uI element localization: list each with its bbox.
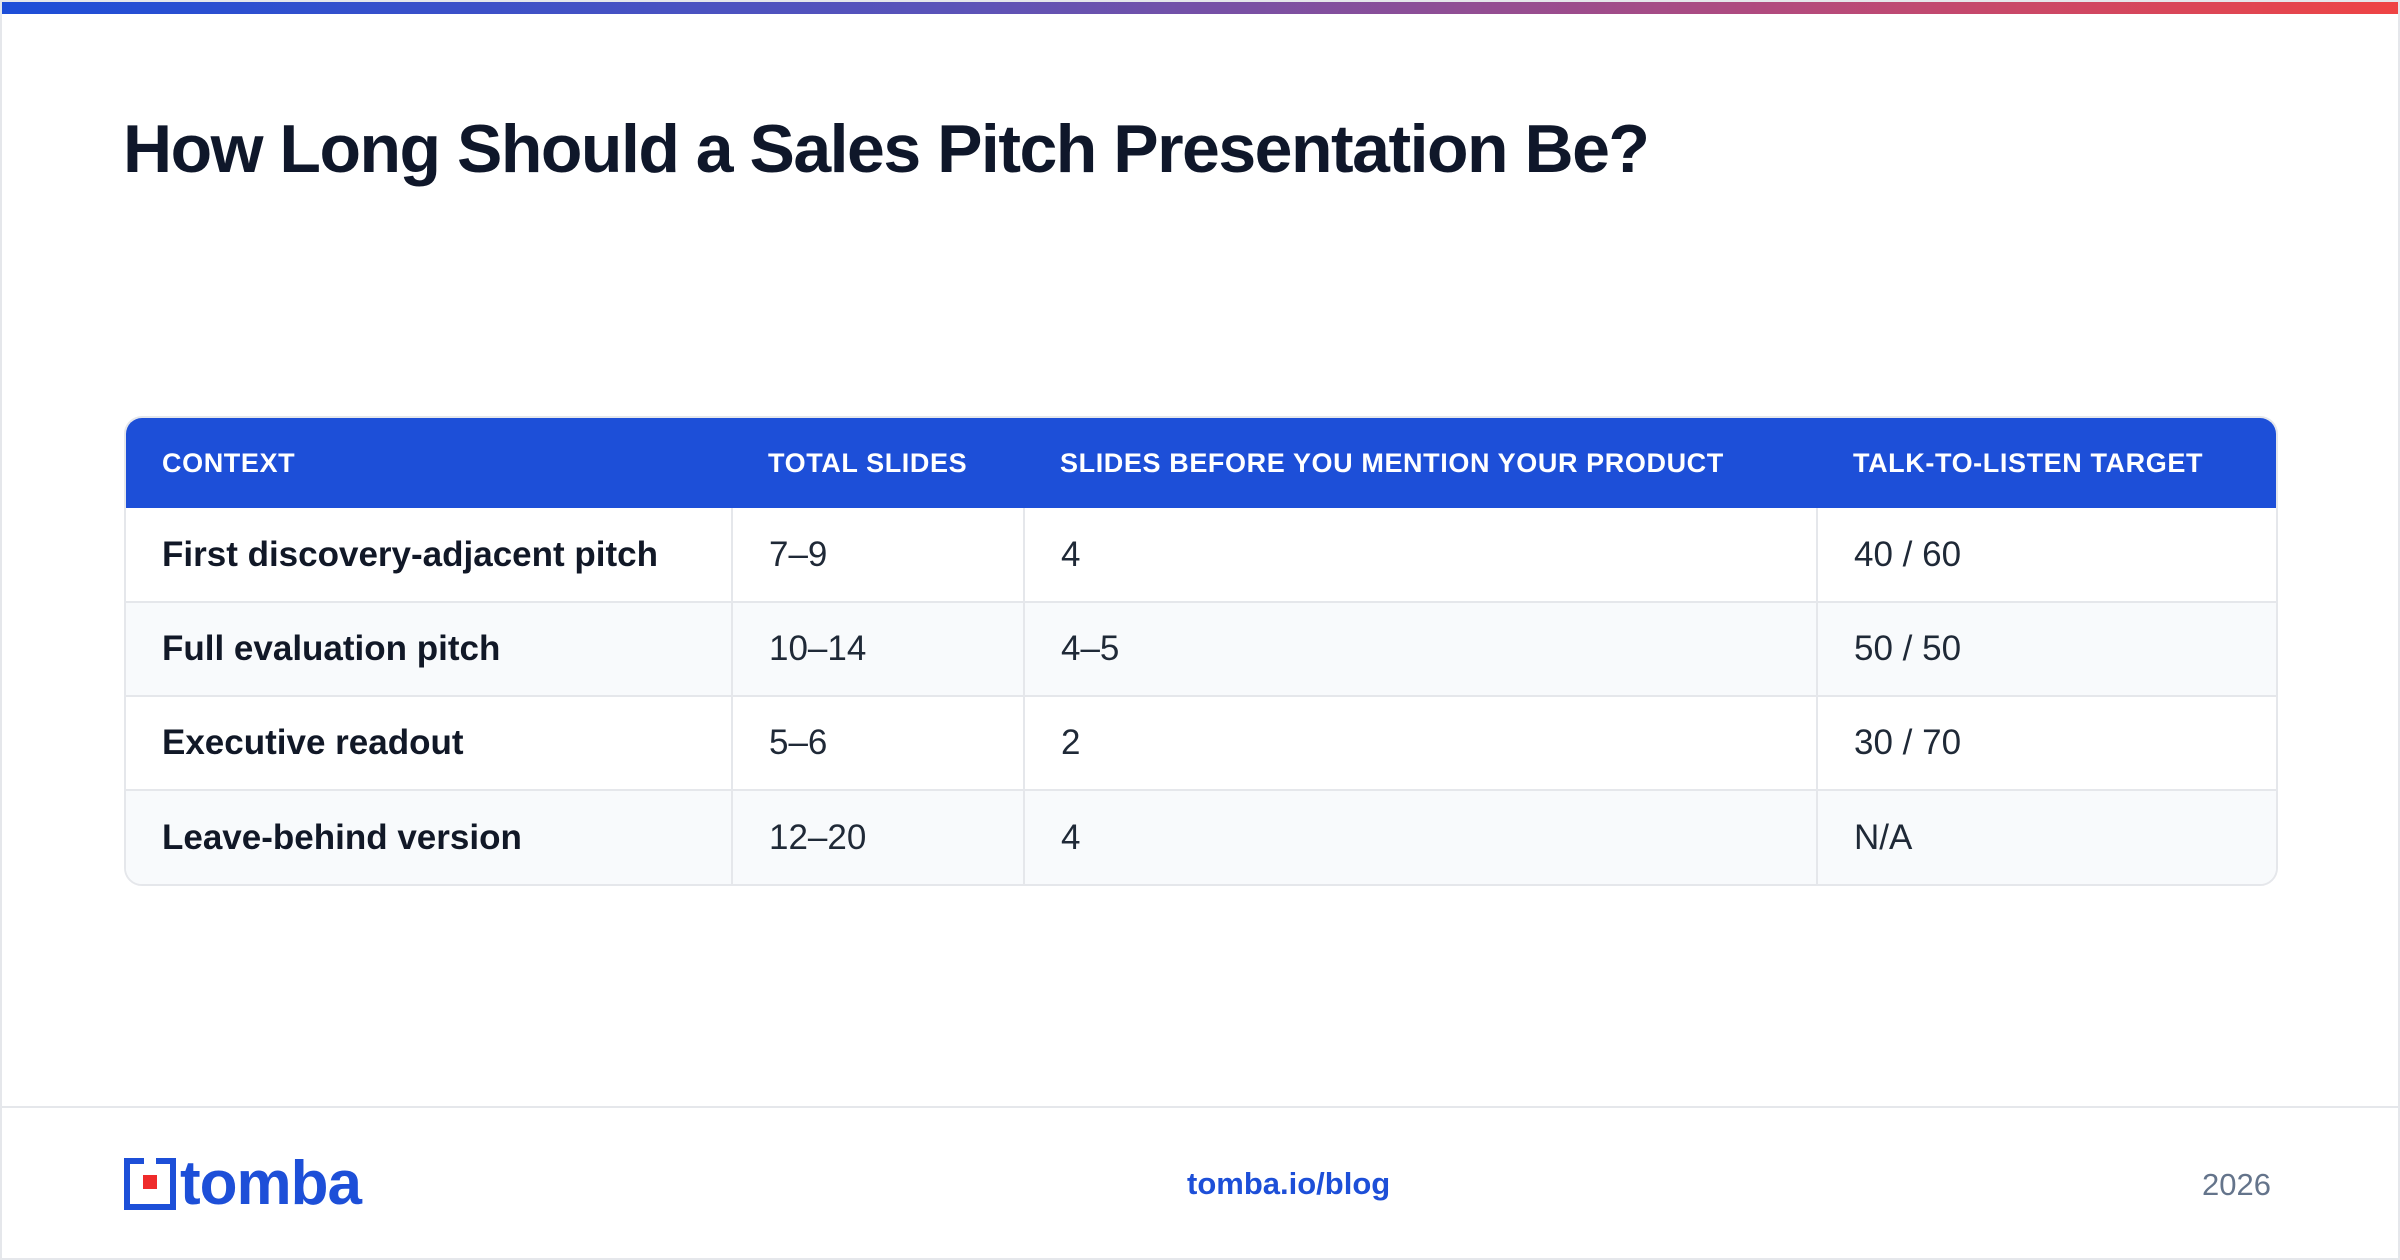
cell-slides-before-product: 4–5 bbox=[1023, 601, 1817, 696]
cell-context: First discovery-adjacent pitch bbox=[162, 534, 658, 574]
column-header-context: CONTEXT bbox=[162, 447, 296, 478]
cell-slides-before-product: 4 bbox=[1023, 789, 1817, 884]
cell-slides-before-product: 2 bbox=[1023, 695, 1817, 790]
gradient-top-bar bbox=[2, 2, 2398, 14]
cell-talk-to-listen: 30 / 70 bbox=[1816, 695, 2276, 790]
cell-slides-before-product: 4 bbox=[1023, 508, 1817, 602]
column-header-slides-before-product: SLIDES BEFORE YOU MENTION YOUR PRODUCT bbox=[1060, 447, 1724, 478]
table-row: Executive readout 5–6 2 30 / 70 bbox=[126, 695, 2276, 790]
footer-divider bbox=[2, 1106, 2398, 1108]
cell-talk-to-listen: N/A bbox=[1816, 789, 2276, 884]
cell-total-slides: 5–6 bbox=[731, 695, 1024, 790]
column-header-talk-to-listen: TALK-TO-LISTEN TARGET bbox=[1853, 447, 2204, 478]
table-row: Full evaluation pitch 10–14 4–5 50 / 50 bbox=[126, 601, 2276, 696]
comparison-table: CONTEXT TOTAL SLIDES SLIDES BEFORE YOU M… bbox=[124, 416, 2278, 886]
cell-context: Full evaluation pitch bbox=[126, 601, 732, 696]
tomba-logo-icon bbox=[124, 1158, 176, 1210]
tomba-logo: tomba bbox=[124, 1153, 362, 1215]
cell-total-slides: 7–9 bbox=[731, 508, 1024, 602]
cell-context: Executive readout bbox=[126, 695, 732, 790]
year-label: 2026 bbox=[2202, 1167, 2271, 1202]
page-title: How Long Should a Sales Pitch Presentati… bbox=[123, 111, 1650, 187]
cell-talk-to-listen: 40 / 60 bbox=[1816, 508, 2276, 602]
table-row: Leave-behind version 12–20 4 N/A bbox=[126, 789, 2276, 884]
table-header-row: CONTEXT TOTAL SLIDES SLIDES BEFORE YOU M… bbox=[126, 418, 2276, 508]
table-row: First discovery-adjacent pitch 7–9 4 40 … bbox=[126, 508, 2276, 602]
cell-total-slides: 12–20 bbox=[731, 789, 1024, 884]
column-header-total-slides: TOTAL SLIDES bbox=[768, 447, 968, 478]
logo-wordmark: tomba bbox=[180, 1149, 362, 1218]
blog-link[interactable]: tomba.io/blog bbox=[1187, 1166, 1391, 1201]
cell-total-slides: 10–14 bbox=[731, 601, 1024, 696]
cell-context: Leave-behind version bbox=[126, 789, 732, 884]
cell-talk-to-listen: 50 / 50 bbox=[1816, 601, 2276, 696]
